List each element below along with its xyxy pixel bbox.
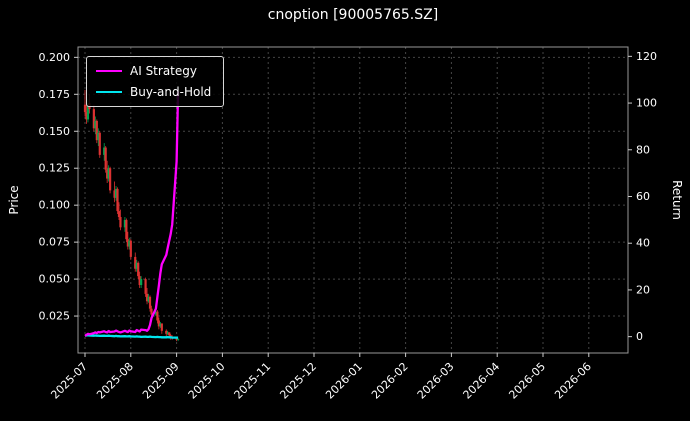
svg-text:0.100: 0.100 (39, 199, 71, 212)
svg-text:0.175: 0.175 (39, 88, 71, 101)
svg-text:80: 80 (636, 143, 650, 156)
legend-label-ai-strategy: AI Strategy (130, 64, 197, 78)
buy-and-hold-line-swatch (96, 91, 122, 93)
svg-text:0.075: 0.075 (39, 236, 71, 249)
ai-strategy-line-swatch (96, 70, 122, 72)
candlesticks (83, 89, 180, 342)
line-buy-and-hold (85, 334, 179, 339)
legend-item-ai-strategy: AI Strategy (96, 64, 211, 78)
svg-text:0.050: 0.050 (39, 273, 71, 286)
svg-text:2025-11: 2025-11 (232, 360, 274, 402)
svg-text:2025-12: 2025-12 (277, 360, 319, 402)
svg-text:2025-07: 2025-07 (48, 360, 90, 402)
axes-border (77, 46, 629, 354)
svg-text:0.125: 0.125 (39, 162, 71, 175)
svg-text:20: 20 (636, 283, 650, 296)
svg-text:2025-10: 2025-10 (186, 360, 228, 402)
svg-text:2026-05: 2026-05 (506, 360, 548, 402)
svg-text:120: 120 (636, 50, 657, 63)
legend-label-buy-and-hold: Buy-and-Hold (130, 85, 212, 99)
svg-text:60: 60 (636, 190, 650, 203)
svg-text:40: 40 (636, 237, 650, 250)
svg-text:2026-03: 2026-03 (415, 360, 457, 402)
svg-text:2026-02: 2026-02 (369, 360, 411, 402)
svg-text:0.200: 0.200 (39, 51, 71, 64)
svg-text:2025-09: 2025-09 (140, 360, 182, 402)
svg-text:2026-04: 2026-04 (461, 360, 503, 402)
svg-text:2026-06: 2026-06 (552, 360, 594, 402)
svg-text:0.025: 0.025 (39, 310, 71, 323)
strategy-lines (84, 91, 180, 339)
legend-item-buy-and-hold: Buy-and-Hold (96, 85, 211, 99)
svg-text:0: 0 (636, 330, 643, 343)
svg-text:2026-01: 2026-01 (323, 360, 365, 402)
svg-text:0.150: 0.150 (39, 125, 71, 138)
svg-text:2025-08: 2025-08 (94, 360, 136, 402)
chart-title: cnoption [90005765.SZ] (267, 7, 439, 23)
svg-text:100: 100 (636, 97, 657, 110)
legend: AI Strategy Buy-and-Hold (86, 56, 225, 107)
line-ai-strategy (84, 91, 180, 337)
